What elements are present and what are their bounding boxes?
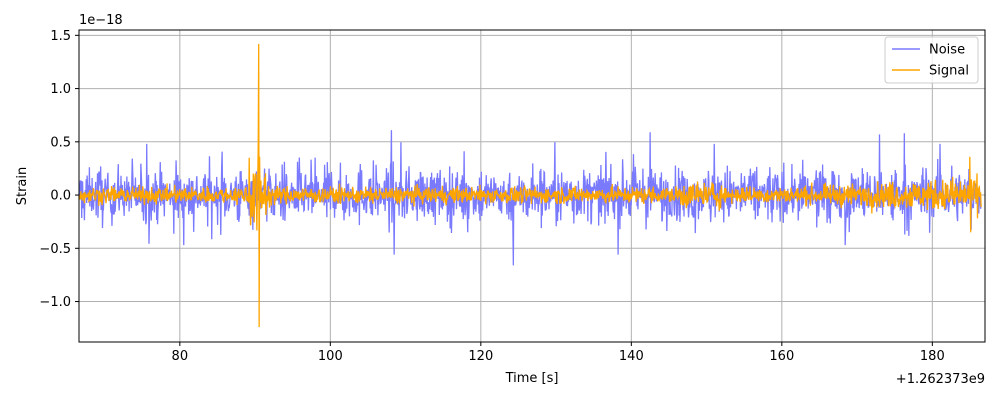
y-tick-label: 0.5 (50, 135, 71, 150)
y-axis-ticks: −1.0 −0.5 0.0 0.5 1.0 1.5 (39, 29, 79, 310)
x-tick-label: 180 (920, 349, 945, 364)
x-tick-label: 80 (172, 349, 189, 364)
legend: Noise Signal (884, 36, 979, 84)
y-tick-label: 0.0 (50, 189, 71, 204)
y-tick-label: −1.0 (39, 295, 71, 310)
y-tick-label: 1.5 (50, 29, 71, 44)
x-offset-text: +1.262373e9 (896, 372, 985, 387)
x-tick-label: 140 (619, 349, 644, 364)
y-multiplier-text: 1e−18 (79, 13, 123, 28)
legend-noise-label: Noise (929, 43, 965, 58)
series-signal-line (78, 43, 982, 328)
y-tick-label: −0.5 (39, 242, 71, 257)
y-axis-label: Strain (15, 167, 30, 206)
plot-frame (78, 29, 986, 343)
x-axis-ticks: 80 100 120 140 160 180 (172, 342, 945, 364)
x-tick-label: 100 (318, 349, 343, 364)
series-path (78, 43, 982, 328)
y-tick-label: 1.0 (50, 82, 71, 97)
x-axis-label: Time [s] (505, 371, 559, 386)
x-tick-label: 160 (769, 349, 794, 364)
legend-signal-label: Signal (929, 64, 969, 79)
x-tick-label: 120 (468, 349, 493, 364)
